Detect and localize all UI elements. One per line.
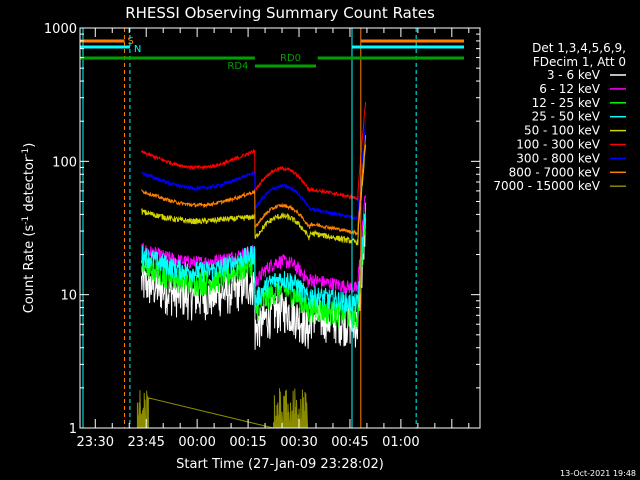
x-tick-label: 23:30 (77, 435, 114, 450)
series-line-7000-15000-kev (136, 388, 308, 429)
saa-flag-label: S (127, 36, 133, 47)
y-tick-label: 1 (69, 422, 77, 437)
legend-entry-label: 800 - 7000 keV (509, 165, 601, 179)
rd4-flag-label: RD4 (227, 61, 248, 72)
x-ticks: 23:30 23:45 00:00 00:15 00:30 00:45 01:00 (77, 28, 470, 450)
series-line-12-25-kev (141, 216, 367, 330)
rd0-flag-label: RD0 (280, 53, 301, 64)
x-tick-label: 01:00 (382, 435, 419, 450)
legend-entry-label: 7000 - 15000 keV (493, 179, 600, 193)
x-tick-label: 00:45 (331, 435, 368, 450)
x-tick-label: 00:15 (229, 435, 266, 450)
legend-header: FDecim 1, Att 0 (533, 55, 626, 69)
chart-title: RHESSI Observing Summary Count Rates (125, 4, 435, 22)
series-line-800-7000-kev (141, 135, 367, 237)
legend-entry-label: 100 - 300 keV (516, 138, 600, 152)
x-tick-label: 00:30 (280, 435, 317, 450)
series-line-25-50-kev (141, 202, 367, 314)
x-tick-label: 23:45 (127, 435, 164, 450)
series-line-50-100-kev (141, 144, 367, 246)
legend-entry-label: 3 - 6 keV (547, 68, 601, 82)
y-axis-label-sup1: -1 (21, 216, 31, 225)
y-axis-label-mid: detector (22, 156, 37, 216)
legend-entry-label: 50 - 100 keV (524, 124, 601, 138)
legend-entry-label: 6 - 12 keV (539, 82, 601, 96)
x-tick-label: 00:00 (178, 435, 215, 450)
legend: Det 1,3,4,5,6,9,FDecim 1, Att 03 - 6 keV… (493, 41, 626, 193)
y-axis-label-main: Count Rate (s (22, 225, 37, 314)
night-flag-label: N (134, 44, 141, 55)
y-axis-label: Count Rate (s-1 detector-1) (21, 143, 37, 314)
legend-entry-label: 25 - 50 keV (532, 110, 601, 124)
x-axis-label: Start Time (27-Jan-09 23:28:02) (176, 457, 384, 472)
y-axis-label-sup2: -1 (21, 148, 31, 157)
y-axis-label-end: ) (22, 143, 37, 148)
legend-header: Det 1,3,4,5,6,9, (532, 41, 626, 55)
plot-frame (79, 27, 481, 429)
series-layer (136, 101, 367, 429)
y-ticks: 1 10 100 1000 (44, 22, 480, 437)
y-tick-label: 100 (52, 155, 77, 170)
series-line-300-800-kev (141, 119, 367, 222)
date-stamp: 13-Oct-2021 19:48 (560, 469, 636, 478)
series-line-100-300-kev (141, 101, 367, 202)
y-tick-label: 1000 (44, 22, 77, 37)
legend-entry-label: 12 - 25 keV (532, 96, 601, 110)
legend-entry-label: 300 - 800 keV (516, 151, 600, 165)
flag-layer: SN RD0 RD4 (80, 28, 464, 428)
y-tick-label: 10 (60, 289, 77, 304)
